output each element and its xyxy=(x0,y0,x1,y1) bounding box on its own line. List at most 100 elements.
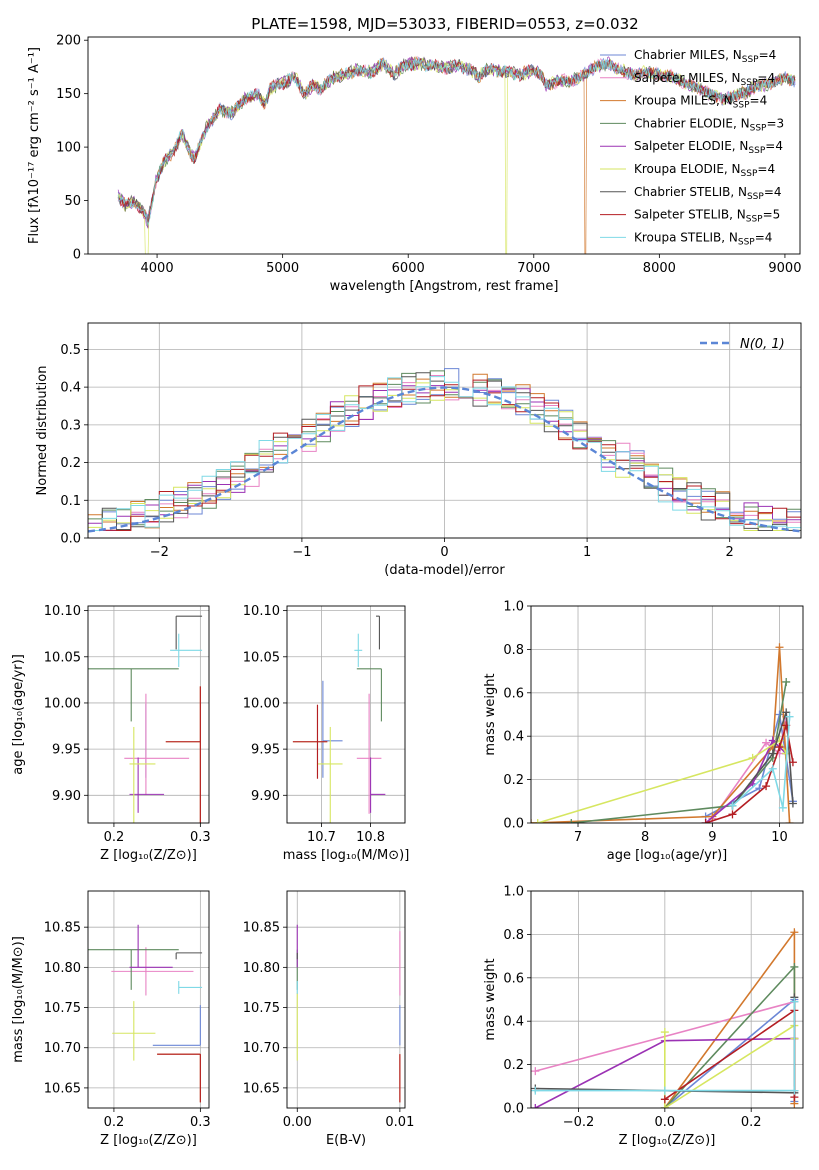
axis-label-y: mass [log₁₀(M/M⊙)] xyxy=(11,936,26,1063)
tick-label-x: 8000 xyxy=(643,261,676,276)
plot-area xyxy=(296,924,401,1103)
weight-marker xyxy=(782,677,791,686)
axis-label-x: (data-model)/error xyxy=(384,563,505,578)
axis-label-x: age [log₁₀(age/yr)] xyxy=(607,848,728,863)
tick-label-x: 1 xyxy=(583,545,591,560)
tick-label-x: 6000 xyxy=(392,261,425,276)
tick-label-x: 7000 xyxy=(517,261,550,276)
axis-label-y: Flux [fλ10⁻¹⁷ erg cm⁻² s⁻¹ A⁻¹] xyxy=(27,47,42,244)
tick-label-y: 9.95 xyxy=(52,743,81,758)
tick-label-y: 1.0 xyxy=(503,885,524,900)
tick-label-x: 4000 xyxy=(141,261,174,276)
legend-entry: Chabrier MILES, NSSP=4 xyxy=(634,48,776,65)
weight-marker xyxy=(768,749,777,758)
axes-frame xyxy=(530,605,804,824)
axis-label-x: wavelength [Angstrom, rest frame] xyxy=(330,279,559,294)
weight-marker xyxy=(567,819,576,823)
panel-spectrum: 4000 5000 6000 7000 8000 9000 0 50 100 150 200 wave… xyxy=(27,34,801,294)
tick-label-y: 10.10 xyxy=(44,604,81,619)
weight-marker xyxy=(775,643,784,652)
tick-label-y: 10.80 xyxy=(243,961,280,976)
axis-label-x: Z [log₁₀(Z/Z⊙)] xyxy=(619,1133,716,1148)
tick-label-x: 0 xyxy=(440,545,448,560)
normal-curve xyxy=(88,386,801,533)
tick-label-y: 10.85 xyxy=(44,921,81,936)
axes-frame xyxy=(530,890,804,1109)
axes-frame xyxy=(286,890,406,1109)
legend-entry: Chabrier ELODIE, NSSP=3 xyxy=(634,116,784,133)
axis-label-y: age [log₁₀(age/yr)] xyxy=(11,654,26,775)
plot-area xyxy=(531,643,797,823)
tick-label-y: 10.10 xyxy=(243,604,280,619)
weight-marker xyxy=(660,1095,669,1104)
axes-frame xyxy=(87,605,210,824)
weight-marker xyxy=(660,1086,669,1095)
weight-marker xyxy=(531,1086,540,1095)
tick-label-x: 8 xyxy=(641,830,649,845)
tick-label-y: 0.3 xyxy=(60,418,81,433)
weight-marker xyxy=(778,803,787,812)
legend-entry: Salpeter ELODIE, NSSP=4 xyxy=(634,139,783,156)
histogram-step xyxy=(88,376,801,531)
tick-label-y: 10.65 xyxy=(243,1081,280,1096)
tick-label-x: −0.2 xyxy=(563,1115,595,1130)
axes-frame xyxy=(286,605,406,824)
tick-label-x: −1 xyxy=(292,545,311,560)
axes-frame xyxy=(87,36,801,255)
plot-area xyxy=(531,928,799,1108)
spectrum-line xyxy=(117,56,796,226)
weight-marker xyxy=(531,1104,540,1108)
weight-line xyxy=(664,1008,796,1100)
tick-label-x: 0.0 xyxy=(654,1115,675,1130)
tick-label-x: 10.8 xyxy=(356,830,385,845)
legend-entry: Kroupa ELODIE, NSSP=4 xyxy=(634,162,775,179)
legend-entry: Salpeter STELIB, NSSP=5 xyxy=(634,208,780,225)
tick-label-x: 0.3 xyxy=(190,830,211,845)
tick-label-x: 10 xyxy=(771,830,788,845)
panel-age-vs-Z: 0.2 0.3 9.90 9.95 10.00 10.05 10.10 Z [log₁₀(Z/… xyxy=(11,604,211,863)
tick-label-y: 10.75 xyxy=(243,1001,280,1016)
tick-label-y: 150 xyxy=(56,87,81,102)
figure-title: PLATE=1598, MJD=53033, FIBERID=0553, z=0… xyxy=(251,15,638,33)
tick-label-x: 2 xyxy=(726,545,734,560)
axis-label-y: mass weight xyxy=(483,673,498,755)
tick-label-y: 0.4 xyxy=(503,730,524,745)
weight-marker xyxy=(768,736,777,745)
tick-label-y: 200 xyxy=(56,34,81,49)
tick-label-y: 0.8 xyxy=(503,643,524,658)
tick-label-y: 0.2 xyxy=(503,1058,524,1073)
plot-area xyxy=(88,924,203,1103)
tick-label-x: 9000 xyxy=(768,261,801,276)
plot-area xyxy=(117,55,796,254)
weight-line xyxy=(535,1001,796,1092)
tick-label-y: 9.90 xyxy=(251,789,280,804)
weight-marker xyxy=(701,819,710,823)
weight-line xyxy=(731,712,794,807)
histogram-step xyxy=(88,379,801,531)
tick-label-y: 0.5 xyxy=(60,343,81,358)
tick-label-y: 0.0 xyxy=(503,1102,524,1117)
weight-marker xyxy=(775,743,784,752)
axis-label-x: mass [log₁₀(M/M⊙)] xyxy=(283,848,410,863)
tick-label-x: 0.01 xyxy=(385,1115,414,1130)
tick-label-x: 0.2 xyxy=(741,1115,762,1130)
weight-marker xyxy=(762,738,771,747)
weight-line xyxy=(537,739,787,823)
tick-label-x: 5000 xyxy=(266,261,299,276)
axes-frame xyxy=(87,322,802,539)
weight-marker xyxy=(728,801,737,810)
tick-label-x: 9 xyxy=(708,830,716,845)
weight-marker xyxy=(748,753,757,762)
plot-area xyxy=(88,615,203,823)
weight-marker xyxy=(782,708,791,717)
legend-entry: Kroupa STELIB, NSSP=4 xyxy=(634,230,772,247)
tick-label-y: 10.85 xyxy=(243,921,280,936)
weight-marker xyxy=(728,810,737,819)
tick-label-y: 0.6 xyxy=(503,686,524,701)
tick-label-x: 0.2 xyxy=(104,1115,125,1130)
tick-label-y: 10.00 xyxy=(243,696,280,711)
tick-label-x: −2 xyxy=(150,545,169,560)
tick-label-y: 0.0 xyxy=(503,817,524,832)
tick-label-y: 0.6 xyxy=(503,971,524,986)
tick-label-y: 10.05 xyxy=(243,650,280,665)
